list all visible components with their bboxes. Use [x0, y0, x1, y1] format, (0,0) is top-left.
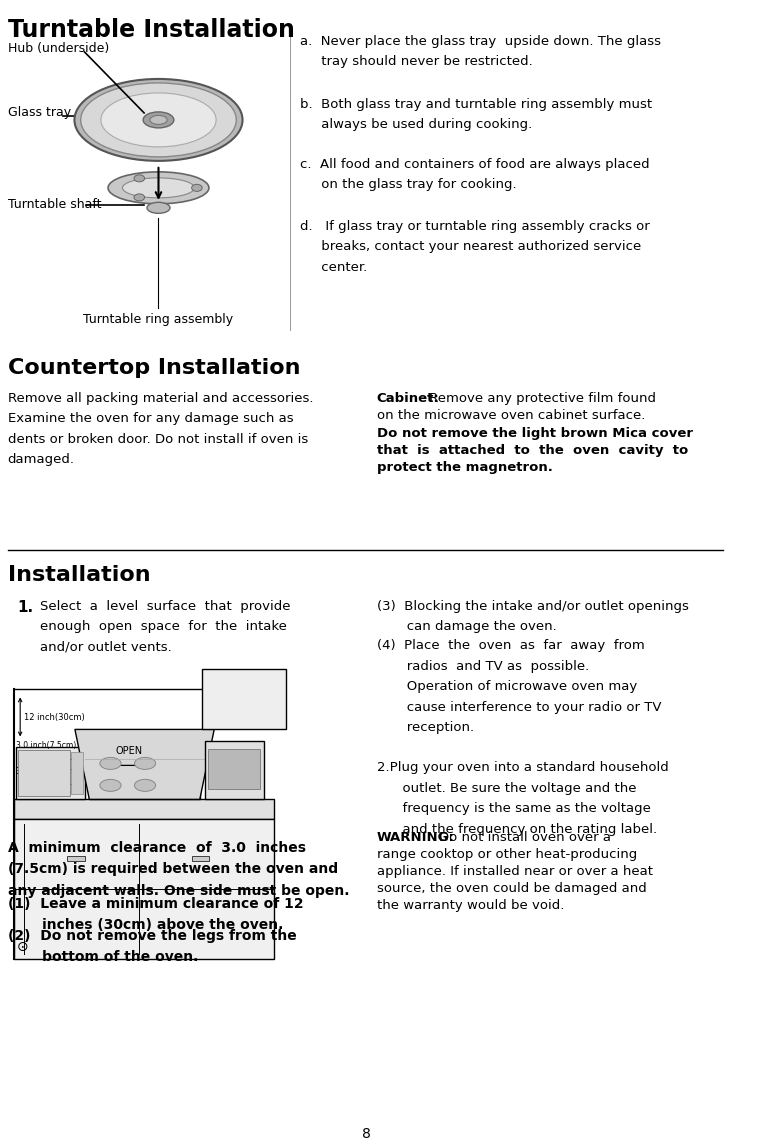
- Text: Turntable shaft: Turntable shaft: [8, 198, 101, 212]
- Text: protect the magnetron.: protect the magnetron.: [377, 460, 552, 474]
- Text: Turntable Installation: Turntable Installation: [8, 18, 295, 42]
- Text: Remove any protective film found: Remove any protective film found: [425, 392, 655, 404]
- Text: WARNING:: WARNING:: [377, 831, 454, 844]
- Text: ⊙: ⊙: [16, 940, 28, 954]
- Ellipse shape: [123, 177, 195, 198]
- Ellipse shape: [134, 194, 145, 200]
- Text: the warranty would be void.: the warranty would be void.: [377, 899, 564, 913]
- Text: Turntable ring assembly: Turntable ring assembly: [84, 313, 234, 325]
- Text: 3.0 inch(7.5cm): 3.0 inch(7.5cm): [16, 767, 77, 776]
- Text: Plug your oven into a standard household
      outlet. Be sure the voltage and t: Plug your oven into a standard household…: [377, 761, 668, 836]
- Bar: [16, 748, 85, 799]
- Ellipse shape: [135, 780, 155, 791]
- Text: Do not remove the light brown Mica cover: Do not remove the light brown Mica cover: [377, 427, 693, 440]
- Ellipse shape: [108, 172, 209, 204]
- Text: source, the oven could be damaged and: source, the oven could be damaged and: [377, 883, 646, 895]
- Bar: [18, 750, 70, 797]
- Text: appliance. If installed near or over a heat: appliance. If installed near or over a h…: [377, 866, 652, 878]
- Text: A  minimum  clearance  of  3.0  inches
(7.5cm) is required between the oven and
: A minimum clearance of 3.0 inches (7.5cm…: [8, 842, 349, 898]
- Bar: [89, 748, 200, 799]
- Bar: [71, 752, 83, 795]
- Text: (1)  Leave a minimum clearance of 12
       inches (30cm) above the oven.: (1) Leave a minimum clearance of 12 inch…: [8, 898, 304, 932]
- Text: range cooktop or other heat-producing: range cooktop or other heat-producing: [377, 848, 637, 861]
- Ellipse shape: [150, 116, 167, 125]
- Polygon shape: [14, 799, 274, 820]
- Text: Cabinet:: Cabinet:: [377, 392, 439, 404]
- Ellipse shape: [75, 79, 243, 160]
- Ellipse shape: [147, 203, 170, 213]
- Ellipse shape: [100, 757, 121, 769]
- Ellipse shape: [81, 82, 237, 157]
- Ellipse shape: [100, 780, 121, 791]
- Text: 12 inch(30cm): 12 inch(30cm): [24, 713, 84, 722]
- Bar: [67, 856, 84, 861]
- Text: Select  a  level  surface  that  provide
enough  open  space  for  the  intake
a: Select a level surface that provide enou…: [40, 600, 291, 654]
- Text: (2)  Do not remove the legs from the
       bottom of the oven.: (2) Do not remove the legs from the bott…: [8, 930, 297, 964]
- Text: Remove all packing material and accessories.
Examine the oven for any damage suc: Remove all packing material and accessor…: [8, 392, 314, 466]
- Text: b.  Both glass tray and turntable ring assembly must
     always be used during : b. Both glass tray and turntable ring as…: [300, 98, 652, 132]
- Ellipse shape: [135, 757, 155, 769]
- Ellipse shape: [192, 184, 202, 191]
- Ellipse shape: [143, 112, 174, 128]
- Bar: [202, 670, 286, 729]
- Text: c.  All food and containers of food are always placed
     on the glass tray for: c. All food and containers of food are a…: [300, 158, 649, 191]
- Text: a.  Never place the glass tray  upside down. The glass
     tray should never be: a. Never place the glass tray upside dow…: [300, 35, 661, 69]
- Text: 2.: 2.: [377, 761, 389, 774]
- Text: on the microwave oven cabinet surface.: on the microwave oven cabinet surface.: [377, 409, 645, 421]
- Ellipse shape: [101, 93, 216, 147]
- Text: Installation: Installation: [8, 564, 151, 585]
- Text: Hub (underside): Hub (underside): [8, 42, 109, 55]
- Text: (4)  Place  the  oven  as  far  away  from
       radios  and TV as  possible.
 : (4) Place the oven as far away from radi…: [377, 640, 661, 734]
- Bar: [205, 742, 264, 799]
- Text: Glass tray: Glass tray: [8, 106, 71, 119]
- Text: OPEN: OPEN: [115, 747, 142, 757]
- Text: that  is  attached  to  the  oven  cavity  to: that is attached to the oven cavity to: [377, 443, 688, 457]
- Text: Countertop Installation: Countertop Installation: [8, 357, 300, 378]
- Bar: [209, 750, 260, 789]
- Ellipse shape: [134, 175, 145, 182]
- Text: Do not install oven over a: Do not install oven over a: [439, 831, 611, 844]
- Text: (3)  Blocking the intake and/or outlet openings
       can damage the oven.: (3) Blocking the intake and/or outlet op…: [377, 600, 689, 633]
- Polygon shape: [14, 820, 274, 960]
- Text: 8: 8: [361, 1127, 371, 1142]
- Text: 3.0 inch(7.5cm): 3.0 inch(7.5cm): [16, 742, 77, 750]
- Polygon shape: [75, 729, 214, 799]
- Text: 1.: 1.: [18, 600, 33, 615]
- Text: d.   If glass tray or turntable ring assembly cracks or
     breaks, contact you: d. If glass tray or turntable ring assem…: [300, 220, 649, 274]
- Bar: [192, 856, 209, 861]
